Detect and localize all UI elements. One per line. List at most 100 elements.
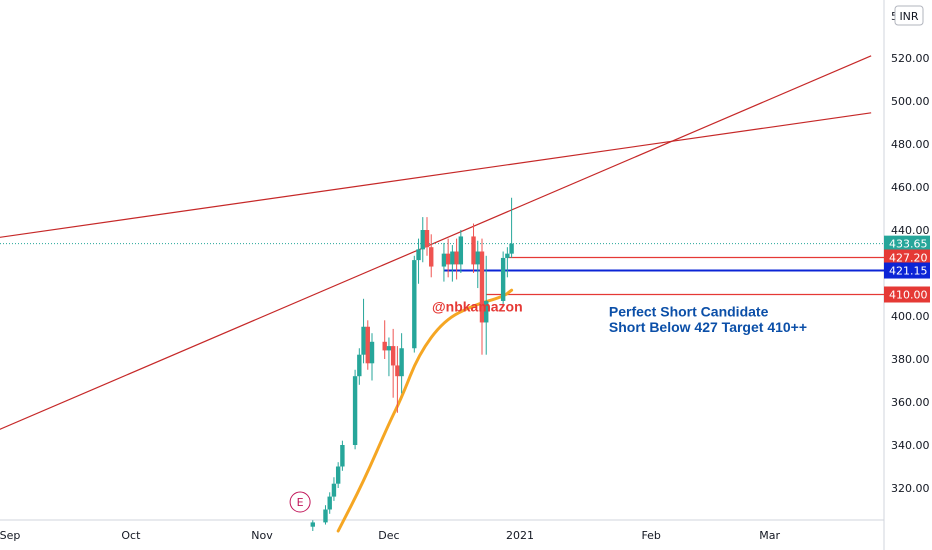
candle-body [340, 445, 345, 467]
moving-average [336, 288, 514, 533]
candle-body [357, 354, 362, 377]
candle[interactable] [386, 337, 392, 377]
candle[interactable] [412, 255, 417, 353]
last-price-badge-text: 433.65 [889, 238, 928, 251]
level-badge-bg [884, 249, 930, 266]
candle[interactable] [509, 197, 514, 258]
ma-line [336, 288, 514, 533]
candle-body [399, 348, 404, 377]
candle[interactable] [424, 217, 430, 256]
level-badge-text: 410.00 [889, 289, 928, 302]
candle[interactable] [445, 238, 451, 278]
candle[interactable] [429, 234, 434, 278]
candle-body [310, 522, 315, 527]
currency-label: INR [899, 10, 918, 23]
time-tick-label: Dec [378, 529, 399, 542]
earnings-marker[interactable]: E [289, 491, 311, 513]
candle-body [335, 466, 341, 484]
candle[interactable] [399, 333, 404, 394]
candle[interactable] [310, 520, 315, 531]
candle-body [361, 326, 366, 355]
candle-body [365, 326, 370, 364]
time-tick-label: Mar [759, 529, 780, 542]
candle[interactable] [357, 348, 362, 385]
level-badge-bg [884, 262, 930, 279]
candle[interactable] [365, 320, 370, 370]
candle-body [382, 341, 387, 351]
candle[interactable] [369, 333, 375, 381]
time-axis[interactable]: Sep Oct Nov Dec 2021 Feb Mar [0, 529, 780, 542]
candle-body [509, 243, 514, 254]
candle[interactable] [335, 462, 341, 488]
candles [310, 197, 514, 531]
earnings-icon[interactable] [289, 491, 311, 513]
candle[interactable] [416, 238, 421, 284]
candle-body [429, 247, 434, 267]
price-tick-label: 460.00 [891, 181, 930, 194]
candle[interactable] [420, 217, 425, 263]
candle[interactable] [331, 477, 337, 501]
candle-body [505, 253, 510, 258]
candle-body [331, 483, 337, 497]
candle[interactable] [441, 242, 447, 282]
candle-body [475, 251, 480, 265]
price-tick-label: 380.00 [891, 353, 930, 366]
candle-body [479, 251, 485, 323]
candle[interactable] [458, 230, 464, 273]
price-tick-label: 320.00 [891, 482, 930, 495]
price-tick-label: 500.00 [891, 95, 930, 108]
last-price-badge: 433.65 [884, 235, 930, 252]
candle[interactable] [352, 369, 358, 450]
candle-body [416, 249, 421, 261]
candle-body [395, 365, 400, 377]
candle-body [471, 236, 476, 265]
candle[interactable] [479, 238, 485, 355]
candle[interactable] [454, 238, 459, 280]
time-tick-label: Nov [251, 529, 273, 542]
candle[interactable] [361, 298, 366, 364]
time-tick-label: Sep [0, 529, 20, 542]
candle-body [327, 496, 332, 510]
candle[interactable] [327, 492, 332, 514]
level-badge: 421.15 [884, 262, 930, 279]
candle[interactable] [340, 440, 345, 471]
candle-body [386, 346, 392, 351]
candle[interactable] [390, 328, 396, 398]
level-badge-text: 427.20 [889, 252, 928, 265]
level-badge-bg [884, 286, 930, 303]
candle[interactable] [505, 247, 510, 278]
price-levels [0, 243, 884, 296]
candle[interactable] [323, 505, 328, 525]
candle[interactable] [395, 346, 400, 413]
price-axis[interactable]: 320.00 340.00 360.00 380.00 400.00 440.00 460.… [891, 52, 930, 495]
price-tick-label: 360.00 [891, 396, 930, 409]
candle-body [420, 230, 425, 250]
candle-body [500, 257, 506, 301]
candle[interactable] [382, 320, 387, 359]
currency-button[interactable] [894, 5, 924, 26]
currency-selector[interactable]: 5 INR [891, 5, 924, 26]
price-tick-label: 340.00 [891, 439, 930, 452]
time-tick-label: 2021 [506, 529, 534, 542]
annotation-line-1: Perfect Short Candidate [609, 304, 769, 320]
candle[interactable] [500, 251, 506, 306]
price-tick-label: 520.00 [891, 52, 930, 65]
candle-body [445, 253, 451, 265]
trendline[interactable] [0, 112, 872, 244]
level-badge-text: 421.15 [889, 265, 928, 278]
candle-body [323, 509, 328, 523]
trendline[interactable] [0, 55, 872, 449]
candle[interactable] [484, 255, 489, 355]
candle-body [450, 251, 455, 265]
candle[interactable] [471, 223, 476, 273]
author-handle: @nbkamazon [432, 299, 523, 315]
candle-body [390, 346, 396, 366]
candle-body [458, 236, 464, 265]
candle[interactable] [475, 240, 480, 289]
candle-body [412, 260, 417, 349]
level-badge: 427.20 [884, 249, 930, 266]
price-tick-label: 400.00 [891, 310, 930, 323]
candle[interactable] [450, 245, 455, 282]
